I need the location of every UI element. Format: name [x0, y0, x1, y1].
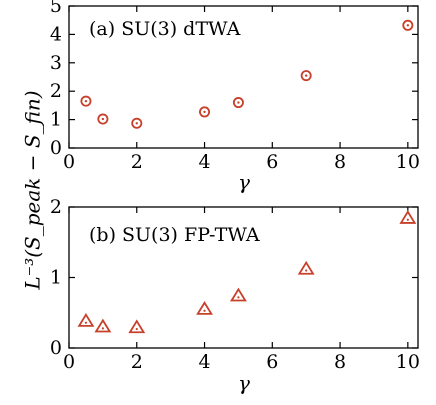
panel-a-y-tick-label: 3 [50, 52, 62, 74]
panel-a-x-tick-label: 6 [266, 151, 278, 173]
panel-b-data-point-center [101, 327, 104, 330]
panel-b-x-axis-label: γ [238, 371, 250, 395]
panel-a-data-point-center [101, 117, 105, 121]
panel-a-data-point [80, 95, 92, 107]
panel-a-data-point [199, 106, 211, 118]
panel-b-data-point [399, 210, 417, 224]
panel-a-frame [68, 5, 419, 149]
panel-a-x-axis-label: γ [238, 170, 250, 194]
panel-a-y-tick-label: 5 [50, 0, 62, 17]
panel-b-x-tick-label: 2 [131, 351, 143, 373]
panel-a-y-tick-label: 0 [50, 137, 62, 159]
panel-b-y-tick-label: 1 [50, 267, 62, 289]
panel-a-x-tick-label: 0 [63, 151, 75, 173]
panel-b-data-point [128, 319, 146, 334]
panel-b-data-point [229, 287, 247, 302]
panel-b-data-point-center [305, 269, 308, 272]
panel-b-title: (b) SU(3) FP-TWA [89, 224, 260, 246]
panel-a-data-point-center [237, 101, 240, 104]
panel-a-x-tick-label: 4 [198, 151, 210, 173]
panel-a-data-point [232, 97, 244, 109]
panel-a-title: (a) SU(3) dTWA [89, 18, 241, 40]
panel-a-data-point-center [135, 122, 138, 125]
panel-b-y-tick-label: 2 [50, 196, 62, 218]
panel-b-data-point [94, 318, 112, 333]
panel-a-data-point-center [84, 99, 88, 103]
panel-a-x-tick-label: 8 [334, 151, 346, 173]
panel-a-data-point [131, 117, 143, 129]
panel-b: (b) SU(3) FP-TWA γ 0 2 4 6 8 10 0 1 2 [50, 196, 420, 395]
panel-b-x-tick-label: 0 [63, 351, 75, 373]
panel-b-data-point-center [237, 296, 240, 299]
panel-a-y-tick-label: 1 [50, 109, 62, 131]
panel-b-y-tick-label: 0 [50, 337, 62, 359]
panel-b-x-tick-label: 8 [334, 351, 346, 373]
y-axis-label: L⁻³(S_peak − S_fin) [21, 90, 45, 290]
panel-a-data-point [97, 113, 109, 125]
panel-a-data-point-center [304, 74, 308, 77]
panel-a-x-tick-label: 10 [396, 151, 420, 173]
panel-a-data-point-center [203, 110, 206, 114]
panel-b-x-tick-label: 10 [396, 351, 420, 373]
panel-b-data-point [196, 300, 213, 315]
panel-a-data-point [402, 19, 414, 31]
panel-a-data-point-center [406, 24, 410, 27]
panel-b-data-point-center [203, 309, 206, 312]
panel-b-data-point-center [135, 327, 138, 331]
panel-b-data-point-center [84, 321, 88, 324]
panel-b-data-point [297, 260, 315, 275]
panel-a-y-tick-label: 2 [50, 80, 62, 102]
panel-b-data-point-center [406, 218, 409, 221]
panel-b-x-tick-label: 4 [198, 351, 210, 373]
panel-a-y-tick-label: 4 [50, 23, 62, 45]
panel-a-x-tick-label: 2 [131, 151, 143, 173]
panel-a-data-point [300, 70, 312, 82]
panel-b-data-point [77, 312, 95, 327]
panel-b-x-tick-label: 6 [266, 351, 278, 373]
